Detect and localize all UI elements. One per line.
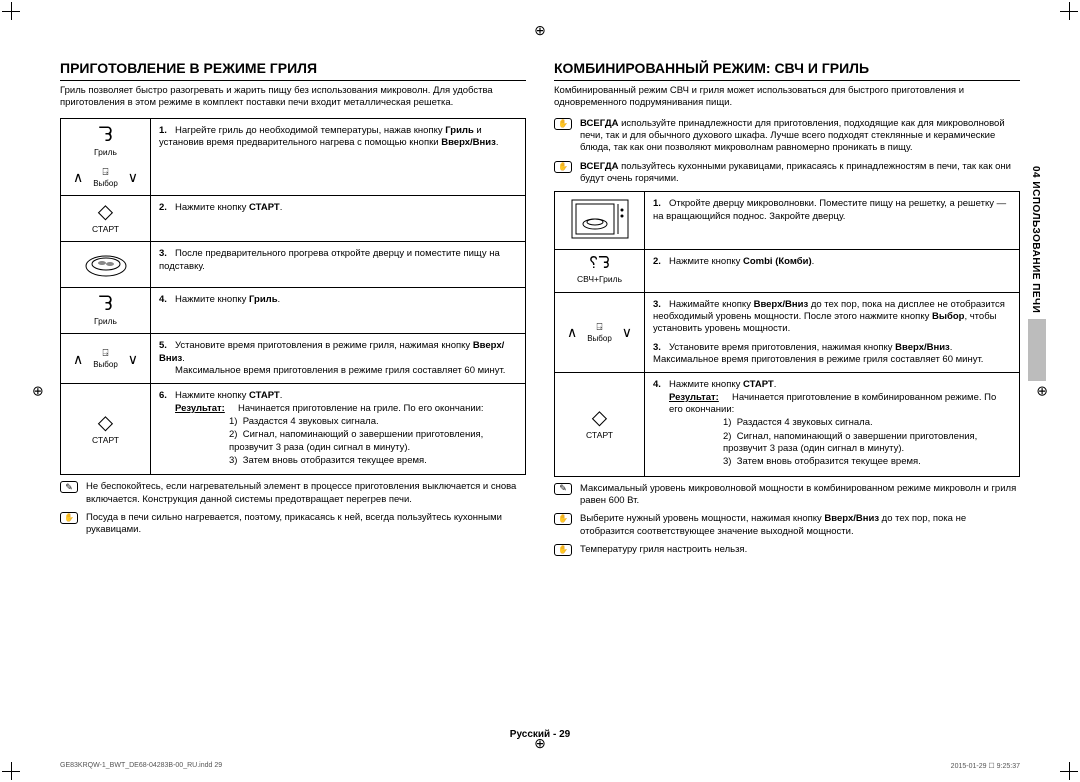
icon-cell-start: ◇ СТАРТ bbox=[61, 196, 151, 242]
step-4: 4.Нажмите кнопку Гриль. bbox=[151, 288, 526, 334]
start-icon: ◇ bbox=[69, 413, 142, 433]
down-arrow-icon: ∨ bbox=[128, 350, 138, 368]
icon-cell-start2: ◇ СТАРТ bbox=[61, 384, 151, 475]
up-arrow-icon: ∧ bbox=[73, 350, 83, 368]
page-footer: Русский - 29 bbox=[0, 729, 1080, 740]
hand-icon bbox=[554, 544, 572, 556]
right-column: КОМБИНИРОВАННЫЙ РЕЖИМ: СВЧ И ГРИЛЬ Комби… bbox=[554, 60, 1020, 650]
registration-mark: ⊕ bbox=[1036, 383, 1048, 400]
registration-mark: ⊕ bbox=[32, 383, 44, 400]
icon-cell-food bbox=[61, 242, 151, 288]
step-3: 3.Нажимайте кнопку Вверх/Вниз до тех пор… bbox=[645, 292, 1020, 373]
step-2: 2.Нажмите кнопку СТАРТ. bbox=[151, 196, 526, 242]
left-steps-table: ᘊ Гриль ∧ ⍈Выбор ∨ 1.Нагрейте гриль до н… bbox=[60, 118, 526, 476]
food-dish-icon bbox=[84, 248, 128, 278]
note-max-power: Максимальный уровень микроволновой мощно… bbox=[554, 483, 1020, 508]
note-always-accessories: ВСЕГДА используйте принадлежности для пр… bbox=[554, 118, 1020, 155]
note-heating-element: Не беспокойтесь, если нагревательный эле… bbox=[60, 481, 526, 506]
step-6: 6.Нажмите кнопку СТАРТ. Результат: Начин… bbox=[151, 384, 526, 475]
down-arrow-icon: ∨ bbox=[622, 323, 632, 341]
pencil-icon bbox=[60, 481, 78, 493]
icon-cell-start: ◇ СТАРТ bbox=[555, 373, 645, 476]
grill-icon: ᘊ bbox=[69, 294, 142, 314]
up-arrow-icon: ∧ bbox=[73, 168, 83, 186]
left-intro: Гриль позволяет быстро разогревать и жар… bbox=[60, 85, 526, 110]
icon-cell-microwave bbox=[555, 192, 645, 250]
up-arrow-icon: ∧ bbox=[567, 323, 577, 341]
start-icon: ◇ bbox=[563, 408, 636, 428]
hand-icon bbox=[60, 512, 78, 524]
microwave-icon bbox=[570, 198, 630, 240]
print-footer: GE83KRQW-1_BWT_DE68-04283B-00_RU.indd 29… bbox=[60, 762, 1020, 770]
icon-cell-select: ∧ ⍈Выбор ∨ bbox=[61, 334, 151, 384]
icon-cell-combi: ⸮ᘊ СВЧ+Гриль bbox=[555, 250, 645, 292]
note-always-mitts: ВСЕГДА пользуйтесь кухонными рукавицами,… bbox=[554, 161, 1020, 186]
step-2: 2.Нажмите кнопку Combi (Комби). bbox=[645, 250, 1020, 292]
note-hot-dishes: Посуда в печи сильно нагревается, поэтом… bbox=[60, 512, 526, 537]
start-icon: ◇ bbox=[69, 202, 142, 222]
left-column: ПРИГОТОВЛЕНИЕ В РЕЖИМЕ ГРИЛЯ Гриль позво… bbox=[60, 60, 526, 650]
right-title: КОМБИНИРОВАННЫЙ РЕЖИМ: СВЧ И ГРИЛЬ bbox=[554, 60, 1020, 81]
crop-mark bbox=[2, 762, 20, 780]
left-title: ПРИГОТОВЛЕНИЕ В РЕЖИМЕ ГРИЛЯ bbox=[60, 60, 526, 81]
note-select-power: Выберите нужный уровень мощности, нажима… bbox=[554, 513, 1020, 538]
step-1: 1.Откройте дверцу микроволновки. Помести… bbox=[645, 192, 1020, 250]
right-intro: Комбинированный режим СВЧ и гриля может … bbox=[554, 85, 1020, 110]
crop-mark bbox=[1060, 762, 1078, 780]
note-grill-temp: Температуру гриля настроить нельзя. bbox=[554, 544, 1020, 556]
down-arrow-icon: ∨ bbox=[128, 168, 138, 186]
hand-icon bbox=[554, 118, 572, 130]
hand-icon bbox=[554, 513, 572, 525]
right-steps-table: 1.Откройте дверцу микроволновки. Помести… bbox=[554, 191, 1020, 476]
registration-mark: ⊕ bbox=[534, 22, 546, 39]
crop-mark bbox=[1060, 2, 1078, 20]
step-1: 1.Нагрейте гриль до необходимой температ… bbox=[151, 118, 526, 195]
icon-cell-select: ∧ ⍈Выбор ∨ bbox=[555, 292, 645, 373]
step-3: 3.После предварительного прогрева открой… bbox=[151, 242, 526, 288]
icon-cell-grill: ᘊ Гриль bbox=[61, 288, 151, 334]
hand-icon bbox=[554, 161, 572, 173]
grill-icon: ᘊ bbox=[69, 125, 142, 145]
combi-icon: ⸮ᘊ bbox=[563, 256, 636, 272]
step-4: 4.Нажмите кнопку СТАРТ. Результат: Начин… bbox=[645, 373, 1020, 476]
crop-mark bbox=[2, 2, 20, 20]
pencil-icon bbox=[554, 483, 572, 495]
step-5: 5.Установите время приготовления в режим… bbox=[151, 334, 526, 384]
side-tab: 04 ИСПОЛЬЗОВАНИЕ ПЕЧИ bbox=[1028, 160, 1046, 381]
icon-cell-grill-select: ᘊ Гриль ∧ ⍈Выбор ∨ bbox=[61, 118, 151, 195]
